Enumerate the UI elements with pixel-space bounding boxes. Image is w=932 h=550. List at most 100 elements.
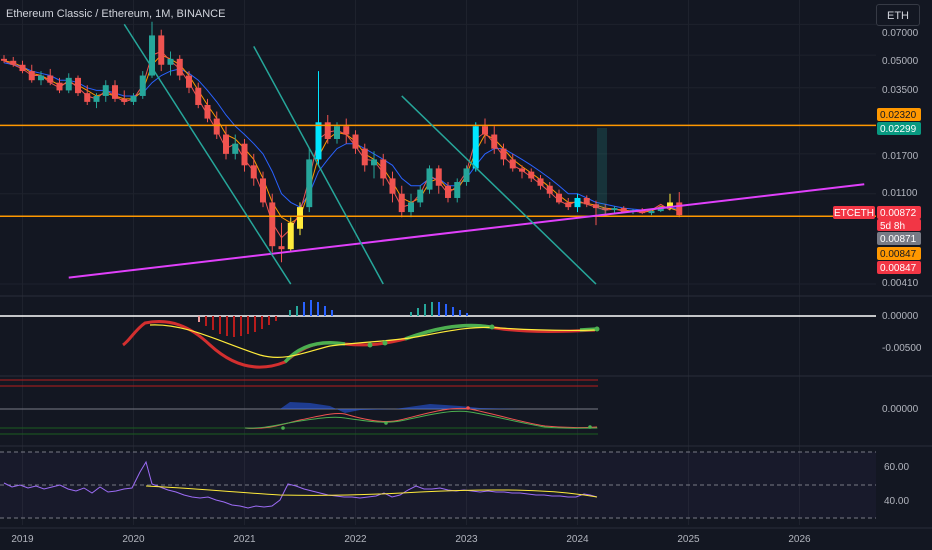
candle-body [139,75,146,96]
time-tick-label: 2026 [788,534,811,545]
candle-body [389,178,396,194]
price-tag-bg [877,232,921,245]
price-tag: 5d 8h [877,219,921,232]
candle-body [195,87,202,105]
candle-body [306,159,313,208]
price-tag: 0.02320 [877,108,921,121]
candle-body [639,210,646,214]
macd-cross-dot [594,326,600,332]
candle-body [223,134,229,154]
candle-body [426,168,433,190]
macd-pane[interactable] [0,300,876,369]
candle-body [537,178,544,186]
osc-signal-line [244,407,598,429]
candle-body [121,98,128,102]
rsi-tick-label: 40.00 [884,496,909,507]
candle-body [84,93,91,102]
down-trend-line [401,95,597,285]
osc-tick-label: 0.00000 [882,404,919,415]
price-tag: 0.00872 [877,206,921,219]
candle-body [528,171,535,179]
macd-histogram-bar [459,310,461,316]
candle-body [343,126,350,135]
price-tag-bg [877,108,921,121]
candle-body [324,122,331,139]
macd-histogram-bar [317,302,319,316]
macd-histogram-bar [417,308,419,316]
price-tag: 0.00847 [877,247,921,260]
macd-histogram-bar [268,316,270,325]
time-axis[interactable]: 2019 2020 2021 2022 2023 2024 2025 2026 [0,527,932,545]
symbol-button[interactable]: ETH [876,4,920,26]
candle-body [260,178,266,203]
candle-body [491,134,498,149]
macd-histogram-bar [289,310,291,316]
price-tick-label: 0.01700 [882,151,919,162]
candle-body [565,202,572,208]
osc-cross-dot [466,406,470,410]
macd-histogram-bar [431,302,433,316]
candle-body [269,202,276,247]
candle-body [500,148,507,160]
candle-body [676,202,683,216]
candle-body [167,58,174,65]
candle-body [417,189,424,203]
price-tick-label: 0.01100 [882,188,918,199]
candle-body [315,122,322,160]
symbol-label-bg [833,206,875,219]
macd-histogram-bar [331,310,333,316]
macd-histogram-bar [219,316,221,334]
price-tag-text: 0.00871 [880,234,917,245]
chart-title: Ethereum Classic / Ethereum, 1M, BINANCE [6,8,226,20]
candle-body [667,202,673,208]
price-tag-bg [877,122,921,135]
candle-body [158,35,165,65]
candle-body [371,159,377,166]
candle-body [463,168,470,183]
price-tag-text: 0.00847 [880,263,917,274]
candle-body [232,143,239,154]
price-axis[interactable]: 0.07000 0.05000 0.03500 0.01700 0.01100 0.004… [833,28,922,507]
macd-tick-label: 0.00000 [882,311,919,322]
macd-histogram-bar [452,307,454,316]
rsi-tick-label: 60.00 [884,462,909,473]
macd-histogram-bar [240,316,242,336]
candle-body [602,208,609,211]
candle-body [593,204,599,209]
time-tick-label: 2021 [233,534,256,545]
candles [1,21,683,263]
symbol-label-text: ETCETH [834,208,874,219]
price-tag-text: 5d 8h [880,221,905,232]
drawings[interactable] [0,23,876,285]
price-tag-text: 0.00872 [880,208,917,219]
macd-tick-label: -0.00500 [882,343,922,354]
candle-body [28,71,35,81]
macd-histogram-bar [275,316,277,321]
price-tick-label: 0.00410 [882,278,919,289]
price-tick-label: 0.07000 [882,28,919,39]
projection-box [597,128,607,214]
candle-body [56,82,63,91]
moving-averages [3,50,680,239]
candle-body [176,58,183,76]
price-tag: 0.02299 [877,122,921,135]
candle-body [361,148,368,166]
macd-line [122,320,596,369]
candle-body [546,185,553,194]
rsi-ma-line [145,485,598,498]
osc-line [244,410,598,429]
price-pane[interactable] [0,21,876,285]
candle-body [130,95,137,102]
candle-body [65,77,72,91]
candle-body [611,208,618,211]
candle-body [93,95,100,102]
candle-body [454,182,461,198]
time-tick-label: 2020 [122,534,145,545]
osc-cross-dot [384,421,388,425]
oscillator-pane[interactable] [0,379,598,435]
rsi-pane[interactable] [0,451,876,519]
macd-histogram-bar [247,316,249,334]
price-tick-label: 0.03500 [882,85,919,96]
osc-histogram [280,402,597,413]
